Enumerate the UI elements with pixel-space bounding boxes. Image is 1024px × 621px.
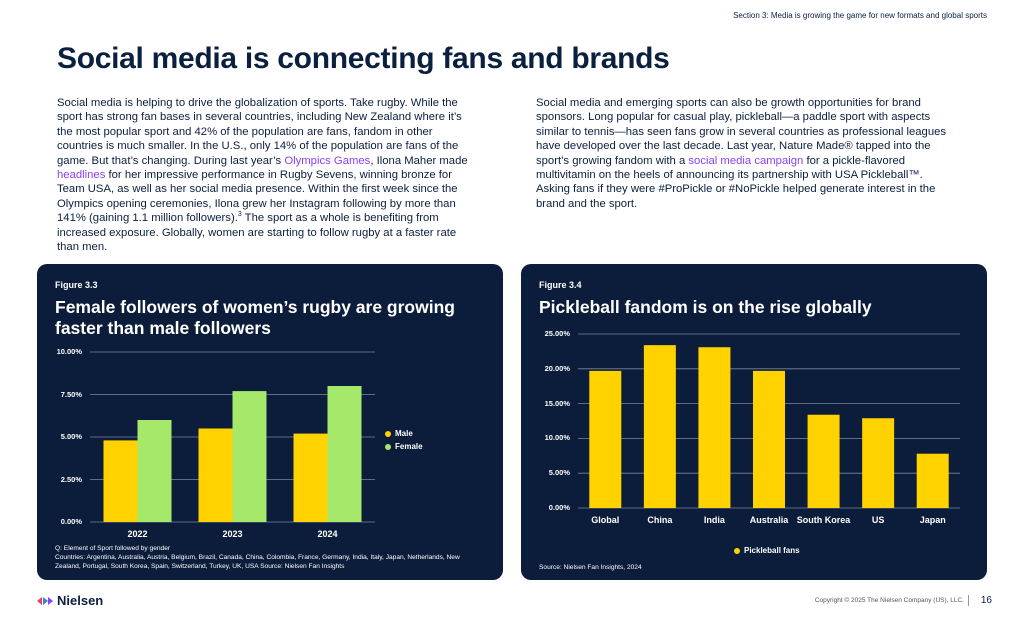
figure-card: Figure 3.4 Pickleball fandom is on the r… — [521, 264, 987, 580]
chart-svg — [90, 351, 391, 523]
bar — [327, 386, 362, 522]
text: , Ilona Maher made — [370, 154, 468, 167]
chart-svg — [578, 333, 960, 554]
x-tick-label: US — [871, 515, 885, 525]
section-header: Section 3: Media is growing the game for… — [733, 11, 987, 20]
legend-swatch — [385, 431, 391, 437]
text: The sport as a whole is benefiting from … — [57, 212, 457, 254]
chart-note: Countries: Argentina, Australia, Austria… — [55, 554, 460, 570]
legend-label: Pickleball fans — [744, 546, 800, 555]
link[interactable]: Olympics Games — [284, 154, 371, 167]
x-tick-label: Japan — [919, 515, 946, 525]
bar — [916, 453, 949, 508]
paragraph: Social media and emerging sports can als… — [536, 96, 954, 211]
text: Social media is helping to drive the glo… — [57, 97, 462, 167]
text: Social media and emerging sports can als… — [536, 97, 947, 167]
bar — [198, 428, 233, 522]
bar — [862, 418, 895, 508]
link[interactable]: headlines — [57, 169, 106, 182]
text: for her impressive performance in Rugby … — [57, 169, 458, 225]
link[interactable]: social media campaign — [688, 154, 804, 167]
x-tick-label: 2024 — [317, 529, 338, 539]
bar — [589, 370, 622, 508]
figure-label: Figure 3.4 — [539, 280, 582, 290]
legend-label: Male — [395, 429, 413, 438]
chart-note: Source: Nielsen Fan Insights, 2024 — [539, 564, 642, 571]
y-tick-label: 5.00% — [60, 432, 82, 441]
logo-icon — [37, 596, 53, 605]
y-tick-label: 20.00% — [544, 363, 570, 373]
legend-label: Female — [395, 442, 423, 451]
bar — [232, 391, 267, 522]
y-tick-label: 10.00% — [56, 347, 82, 356]
chart-title: Female followers of women’s rugby are gr… — [55, 297, 455, 338]
y-tick-label: 7.50% — [60, 389, 82, 399]
page-number: 16 — [980, 595, 992, 606]
y-tick-label: 2.50% — [60, 474, 82, 484]
y-tick-label: 5.00% — [548, 468, 570, 478]
bar — [753, 370, 785, 508]
copyright: Copyright © 2025 The Nielsen Company (US… — [814, 597, 964, 604]
x-tick-label: 2023 — [222, 529, 243, 539]
y-tick-label: 15.00% — [544, 398, 570, 408]
x-tick-label: India — [703, 515, 725, 525]
bar — [137, 420, 172, 522]
x-tick-label: South Korea — [796, 515, 851, 525]
bar — [807, 414, 840, 508]
y-tick-label: 25.00% — [544, 329, 570, 338]
footnote-ref: 3 — [237, 211, 242, 219]
bar — [293, 433, 328, 522]
x-tick-label: Australia — [749, 515, 789, 525]
x-tick-label: China — [647, 515, 673, 525]
paragraph: Social media is helping to drive the glo… — [57, 96, 475, 254]
chart-title: Pickleball fandom is on the rise globall… — [539, 297, 872, 317]
legend-swatch — [385, 444, 391, 450]
x-tick-label: 2022 — [127, 529, 148, 539]
text: for a pickle-flavored multivitamin on th… — [536, 154, 936, 210]
page-title: Social media is connecting fans and bran… — [57, 42, 670, 75]
figure-card: Figure 3.3 Female followers of women’s r… — [37, 264, 503, 580]
divider — [968, 595, 969, 606]
bar — [103, 440, 138, 522]
bar — [698, 347, 731, 508]
logo-text: Nielsen — [57, 593, 104, 608]
y-tick-label: 0.00% — [548, 503, 570, 512]
x-tick-label: Global — [591, 515, 620, 525]
y-tick-label: 0.00% — [60, 517, 82, 526]
y-tick-label: 10.00% — [544, 433, 570, 443]
chart-note: Q: Element of Sport followed by gender — [55, 545, 171, 552]
legend-swatch — [734, 548, 740, 554]
figure-label: Figure 3.3 — [55, 280, 98, 290]
bar — [643, 345, 676, 508]
logo: Nielsen — [37, 593, 103, 608]
